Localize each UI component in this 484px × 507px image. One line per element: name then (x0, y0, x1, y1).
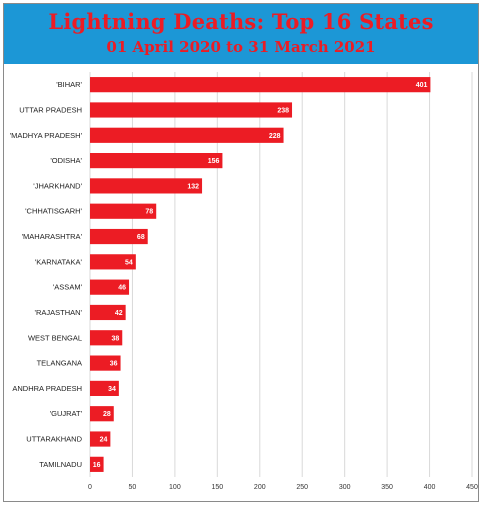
x-tick-label: 300 (339, 484, 351, 491)
bar (90, 304, 126, 321)
x-tick-label: 0 (88, 484, 92, 491)
category-label: 'ODISHA' (50, 156, 82, 165)
x-tick-label: 50 (129, 484, 137, 491)
data-labels: 401 238 228 156 132 78 68 54 46 42 38 36 34 28 24 16 (93, 82, 428, 469)
category-label: UTTARAKHAND (26, 435, 82, 444)
data-label: 54 (125, 259, 133, 266)
category-label: 'KARNATAKA' (35, 257, 83, 266)
data-label: 401 (416, 82, 428, 89)
chart-title: Lightning Deaths: Top 16 States (48, 9, 434, 34)
chart-subtitle: 01 April 2020 to 31 March 2021 (106, 38, 376, 56)
x-tick-label: 100 (169, 484, 181, 491)
chart-frame: Lightning Deaths: Top 16 States 01 April… (3, 3, 479, 502)
category-label: UTTAR PRADESH (19, 105, 82, 114)
data-label: 38 (111, 335, 119, 342)
category-label: 'JHARKHAND' (33, 181, 82, 190)
data-label: 42 (115, 310, 123, 317)
bar (90, 153, 223, 169)
category-label: TELANGANA (37, 359, 82, 368)
bar (90, 178, 203, 194)
bar (90, 102, 293, 118)
data-label: 132 (187, 183, 199, 190)
category-label: 'BIHAR' (56, 80, 82, 89)
category-labels: 'BIHAR' UTTAR PRADESH 'MADHYA PRADESH' 'ODI… (10, 80, 83, 469)
data-label: 24 (100, 437, 108, 444)
category-label: 'ASSAM' (53, 283, 83, 292)
bar (90, 380, 119, 396)
bar (90, 406, 114, 422)
x-tick-label: 400 (424, 484, 436, 491)
bar (90, 279, 130, 295)
data-label: 28 (103, 411, 111, 418)
category-label: 'CHHATISGARH' (25, 207, 82, 216)
category-label: 'MADHYA PRADESH' (10, 131, 83, 140)
bar (90, 431, 111, 447)
x-tick-label: 150 (211, 484, 223, 491)
category-label: 'MAHARASHTRA' (22, 232, 83, 241)
data-label: 34 (108, 386, 116, 393)
category-label: 'RAJASTHAN' (35, 308, 83, 317)
bar (90, 330, 123, 346)
bar (90, 203, 157, 219)
bars (90, 77, 431, 472)
category-label: ANDHRA PRADESH (12, 384, 82, 393)
data-label: 46 (118, 285, 126, 292)
x-tick-label: 250 (296, 484, 308, 491)
x-axis-ticks: 0 50 100 150 200 250 300 350 400 450 (88, 484, 478, 491)
data-label: 228 (269, 133, 281, 140)
chart-header: Lightning Deaths: Top 16 States 01 April… (4, 4, 478, 64)
data-label: 238 (277, 107, 289, 114)
data-label: 68 (137, 234, 145, 241)
category-label: 'GUJRAT' (50, 409, 83, 418)
data-label: 156 (208, 158, 220, 165)
data-label: 36 (110, 361, 118, 368)
bar (90, 127, 284, 143)
x-tick-label: 200 (254, 484, 266, 491)
x-tick-label: 350 (381, 484, 393, 491)
category-label: WEST BENGAL (28, 333, 82, 342)
data-label: 16 (93, 462, 101, 469)
bar-chart: 'BIHAR' UTTAR PRADESH 'MADHYA PRADESH' 'ODI… (10, 72, 478, 491)
bar (90, 228, 148, 245)
bar (90, 77, 431, 93)
bar (90, 254, 136, 270)
category-label: TAMILNADU (39, 460, 82, 469)
bar (90, 456, 104, 472)
data-label: 78 (145, 209, 153, 216)
x-tick-label: 450 (466, 484, 478, 491)
bar (90, 355, 121, 371)
